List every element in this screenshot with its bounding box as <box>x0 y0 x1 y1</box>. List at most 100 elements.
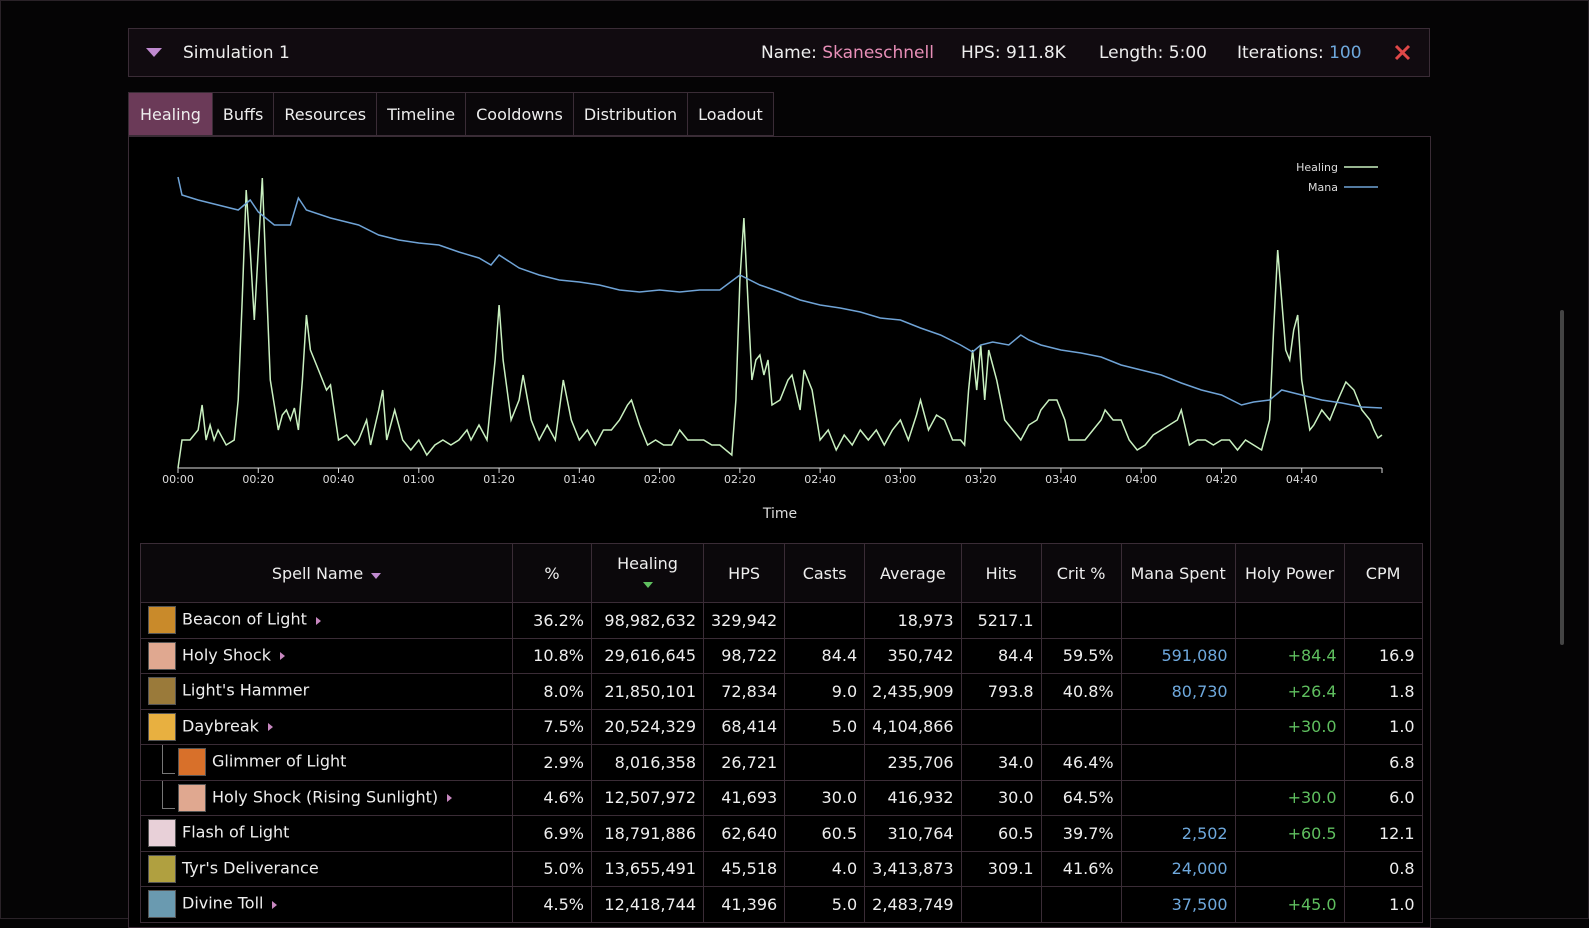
cell-value: 5.0 <box>831 894 858 914</box>
tab[interactable]: Timeline <box>376 92 466 136</box>
expand-arrow[interactable] <box>315 616 321 625</box>
cell <box>1040 602 1122 639</box>
cell <box>1343 602 1423 639</box>
cell-value: 84.4 <box>821 646 858 666</box>
sort-icon[interactable] <box>642 582 653 588</box>
cell: 309.1 <box>960 850 1042 887</box>
cell: +84.4 <box>1234 637 1345 674</box>
expand-arrow[interactable] <box>279 652 285 661</box>
cell-value: 34.0 <box>997 752 1034 772</box>
cell-value: 5.0% <box>543 859 584 879</box>
column-header[interactable]: Healing <box>591 543 704 603</box>
expand-arrow[interactable] <box>267 723 273 732</box>
spell-icon <box>148 641 176 670</box>
cell-value: 21,850,101 <box>604 681 696 701</box>
expand-arrow[interactable] <box>447 794 453 803</box>
header-text: Mana Spent <box>1130 563 1226 583</box>
column-header[interactable]: HPS <box>702 543 786 603</box>
cell-value: 59.5% <box>1062 646 1114 666</box>
cell-value: 16.9 <box>1378 646 1415 666</box>
cell: 1.0 <box>1343 886 1423 923</box>
cell-value: 329,942 <box>711 610 778 630</box>
tab[interactable]: Healing <box>128 92 212 136</box>
cell: 60.5 <box>960 815 1042 852</box>
cell: 4.0 <box>784 850 866 887</box>
cell-value: 591,080 <box>1161 646 1228 666</box>
cell: 2,483,749 <box>864 886 962 923</box>
tab[interactable]: Cooldowns <box>465 92 573 136</box>
cell-value: 2,435,909 <box>872 681 954 701</box>
spell-table: Spell Name% Healing HPS Casts Average Hits Cri… <box>140 543 1423 923</box>
tab[interactable]: Loadout <box>687 92 774 136</box>
header-text: HPS <box>728 563 760 583</box>
column-header[interactable]: CPM <box>1343 543 1423 603</box>
cell: 5.0 <box>784 886 866 923</box>
cell: Tyr's Deliverance <box>140 850 513 887</box>
spell-row: Divine Toll 4.5% 12,418,744 41,396 5.0 2,483,… <box>140 886 1423 923</box>
cell: Beacon of Light <box>140 602 513 639</box>
cell-value: 64.5% <box>1062 788 1114 808</box>
spell-name: Divine Toll <box>182 893 264 913</box>
spell-row: Glimmer of Light 2.9% 8,016,358 26,721 235,7… <box>140 744 1423 781</box>
iter-field: Iterations: 100 <box>1237 43 1362 63</box>
tab[interactable]: Resources <box>273 92 377 136</box>
x-tick-label: 04:40 <box>1286 473 1318 486</box>
column-header[interactable]: % <box>512 543 592 603</box>
close-button[interactable] <box>1394 44 1411 61</box>
cell <box>960 886 1042 923</box>
spell-name: Holy Shock <box>182 645 271 665</box>
spell-row: Flash of Light 6.9% 18,791,886 62,640 60.5 31… <box>140 815 1423 852</box>
cell-value: 6.0 <box>1389 788 1415 808</box>
header-text: Average <box>880 563 946 583</box>
sort-icon[interactable] <box>371 572 382 579</box>
spell-icon <box>148 606 176 635</box>
column-header[interactable]: Mana Spent <box>1120 543 1236 603</box>
cell-value: 1.0 <box>1389 894 1415 914</box>
cell: 235,706 <box>864 744 962 781</box>
column-header[interactable]: Casts <box>784 543 866 603</box>
cell <box>784 744 866 781</box>
column-header[interactable]: Holy Power <box>1234 543 1345 603</box>
cell-value: +26.4 <box>1287 681 1337 701</box>
cell <box>1120 779 1236 816</box>
cell: 9.0 <box>784 673 866 710</box>
cell: 329,942 <box>702 602 786 639</box>
expand-arrow[interactable] <box>272 900 278 909</box>
column-header[interactable]: Crit % <box>1040 543 1122 603</box>
cell-value: 18,791,886 <box>604 823 696 843</box>
x-axis-label: Time <box>762 506 797 522</box>
hps-field: HPS: 911.8K <box>961 43 1066 63</box>
cell-value: 350,742 <box>887 646 954 666</box>
header-text: Holy Power <box>1245 563 1335 583</box>
cell: 13,655,491 <box>591 850 704 887</box>
column-header[interactable]: Average <box>864 543 962 603</box>
tab[interactable]: Distribution <box>572 92 688 136</box>
cell: 6.8 <box>1343 744 1423 781</box>
cell: Glimmer of Light <box>140 744 513 781</box>
cell-value: 36.2% <box>533 610 584 630</box>
collapse-icon[interactable] <box>146 48 162 58</box>
cell <box>1234 850 1345 887</box>
header-text: Healing <box>617 554 678 573</box>
cell-value: 30.0 <box>997 788 1034 808</box>
cell-value: 45,518 <box>721 859 778 879</box>
column-header[interactable]: Spell Name <box>140 543 513 603</box>
cell-value: 1.8 <box>1389 681 1415 701</box>
cell: 2,502 <box>1120 815 1236 852</box>
cell: 416,932 <box>864 779 962 816</box>
cell: 12.1 <box>1343 815 1423 852</box>
spell-name: Light's Hammer <box>182 680 310 700</box>
cell-value: 84.4 <box>997 646 1034 666</box>
cell: 46.4% <box>1040 744 1122 781</box>
cell <box>1040 708 1122 745</box>
spell-name: Beacon of Light <box>182 609 307 629</box>
tab[interactable]: Buffs <box>211 92 274 136</box>
cell <box>1120 744 1236 781</box>
legend-label: Healing <box>1296 161 1338 174</box>
cell-value: 20,524,329 <box>604 717 696 737</box>
cell-value: 30.0 <box>821 788 858 808</box>
column-header[interactable]: Hits <box>960 543 1042 603</box>
scrollbar[interactable] <box>1560 310 1564 645</box>
cell-value: 62,640 <box>721 823 778 843</box>
